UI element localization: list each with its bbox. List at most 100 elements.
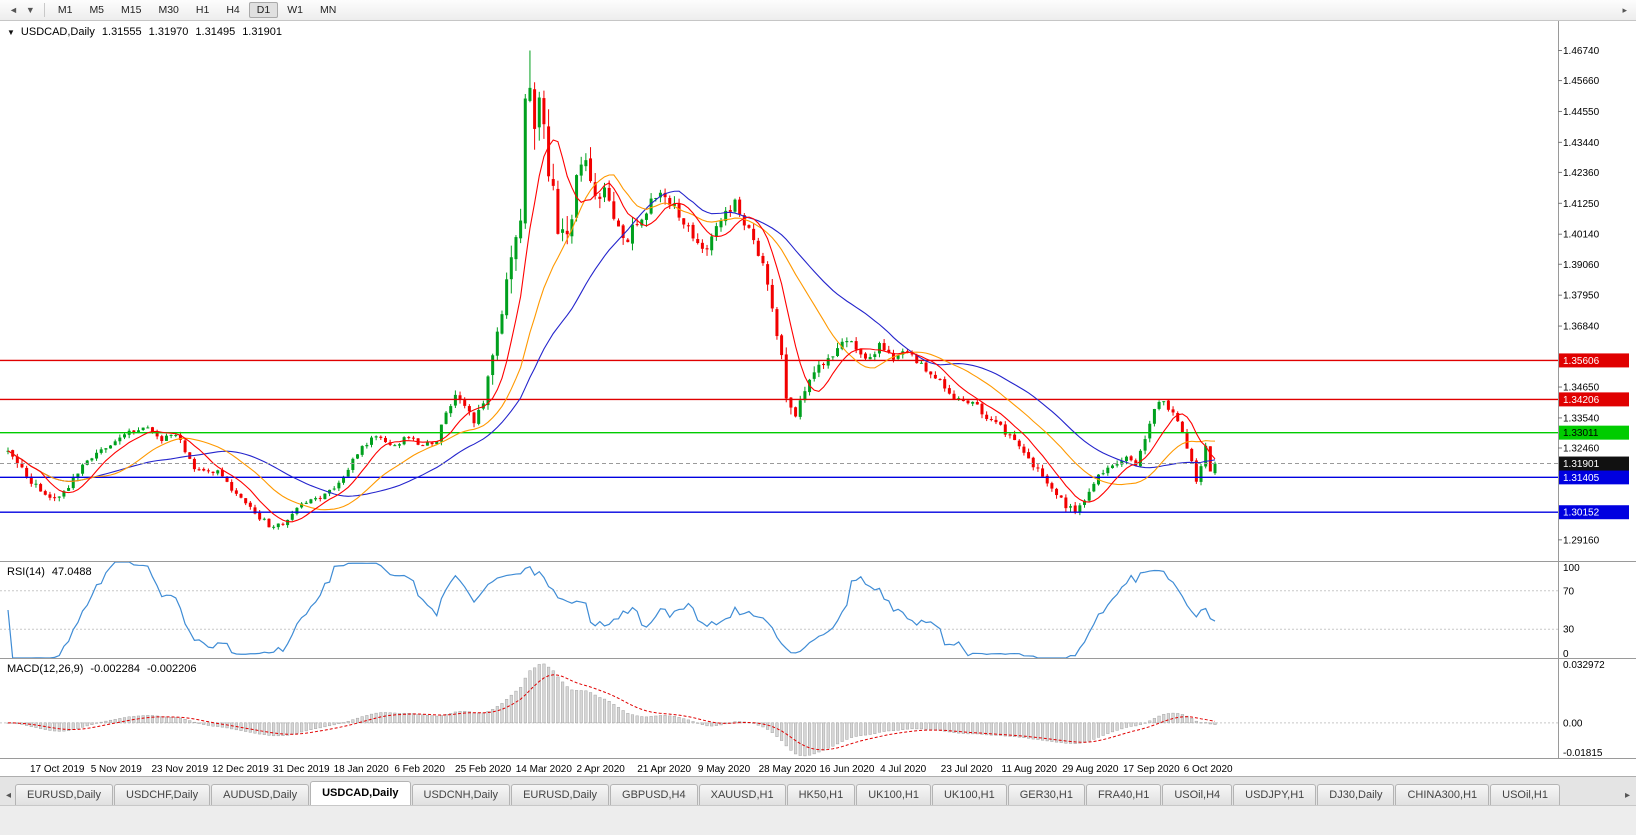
date-axis-label: 23 Jul 2020 bbox=[941, 764, 993, 775]
chart-tab-xauusd-h1[interactable]: XAUUSD,H1 bbox=[698, 784, 786, 805]
timeframe-button-MN[interactable]: MN bbox=[319, 4, 337, 16]
timeframe-button-W1[interactable]: W1 bbox=[287, 4, 303, 16]
timeframe-button-M5[interactable]: M5 bbox=[89, 4, 105, 16]
price-badge: 1.30152 bbox=[1559, 505, 1629, 520]
price-tick-label: 1.42360 bbox=[1563, 168, 1600, 179]
svg-text:1.31405: 1.31405 bbox=[1563, 473, 1600, 484]
chart-tabs: ◂ EURUSD,Daily USDCHF,Daily AUDUSD,Daily US… bbox=[0, 776, 1636, 805]
svg-text:1.30152: 1.30152 bbox=[1563, 508, 1600, 519]
date-axis-label: 4 Jul 2020 bbox=[880, 764, 927, 775]
toolbar: ◄ ▼ M1 M5 M15 M30 H1 H4 D1 W1 MN ▸ bbox=[0, 0, 1636, 21]
rsi-axis-label: 30 bbox=[1563, 625, 1575, 636]
price-chart-canvas[interactable]: 1.46740 1.45660 1.44550 1.43440 1.42360 1.412… bbox=[0, 21, 1636, 776]
chart-tab-usdchf-daily[interactable]: USDCHF,Daily bbox=[114, 784, 211, 805]
date-axis-label: 16 Jun 2020 bbox=[819, 764, 874, 775]
tabs-scroll-left-button[interactable]: ◂ bbox=[6, 790, 12, 801]
price-tick-label: 1.43440 bbox=[1563, 138, 1600, 149]
toolbar-separator bbox=[43, 3, 45, 17]
price-tick-label: 1.34650 bbox=[1563, 383, 1600, 394]
chart-tab-eurusd-daily[interactable]: EURUSD,Daily bbox=[511, 784, 610, 805]
price-tick-label: 1.33540 bbox=[1563, 413, 1600, 424]
candlestick-series bbox=[6, 50, 1217, 530]
rsi-line bbox=[7, 561, 1216, 659]
chart-tabs-list: EURUSD,Daily USDCHF,Daily AUDUSD,Daily USDC… bbox=[15, 781, 1621, 805]
price-tick-label: 1.44550 bbox=[1563, 107, 1600, 118]
status-bar bbox=[0, 805, 1636, 835]
date-axis-label: 6 Oct 2020 bbox=[1184, 764, 1233, 775]
chart-tab-usoil-h4[interactable]: USOil,H4 bbox=[1162, 784, 1233, 805]
chart-tab-dj30-daily[interactable]: DJ30,Daily bbox=[1317, 784, 1395, 805]
date-axis-label: 28 May 2020 bbox=[759, 764, 817, 775]
price-tick-label: 1.37950 bbox=[1563, 291, 1600, 302]
svg-text:1.33011: 1.33011 bbox=[1563, 428, 1599, 439]
macd-panel bbox=[0, 663, 1558, 757]
date-axis-label: 17 Sep 2020 bbox=[1123, 764, 1180, 775]
toolbar-right-icon[interactable]: ▸ bbox=[1622, 4, 1627, 15]
date-axis: 17 Oct 2019 5 Nov 2019 23 Nov 2019 12 Dec 2… bbox=[30, 764, 1233, 775]
rsi-axis-label: 100 bbox=[1563, 563, 1580, 574]
chart-tab-usdcad-daily[interactable]: USDCAD,Daily bbox=[310, 781, 411, 805]
price-tick-label: 1.40140 bbox=[1563, 230, 1600, 241]
date-axis-label: 2 Apr 2020 bbox=[576, 764, 625, 775]
price-tick-label: 1.36840 bbox=[1563, 322, 1600, 333]
macd-axis-label: -0.01815 bbox=[1563, 748, 1603, 759]
panel-separators bbox=[0, 21, 1636, 759]
chart-tab-ger30-h1[interactable]: GER30,H1 bbox=[1007, 784, 1085, 805]
price-axis: 1.46740 1.45660 1.44550 1.43440 1.42360 1.412… bbox=[1558, 46, 1600, 546]
chart-tab-usdjpy-h1[interactable]: USDJPY,H1 bbox=[1233, 784, 1317, 805]
back-arrow-icon[interactable]: ◄ bbox=[9, 5, 18, 15]
date-axis-label: 9 May 2020 bbox=[698, 764, 751, 775]
chart-tab-hk50-h1[interactable]: HK50,H1 bbox=[786, 784, 856, 805]
dropdown-arrow-icon[interactable]: ▼ bbox=[25, 5, 35, 15]
date-axis-label: 23 Nov 2019 bbox=[151, 764, 208, 775]
date-axis-label: 5 Nov 2019 bbox=[91, 764, 143, 775]
timeframe-button-H1[interactable]: H1 bbox=[195, 4, 210, 16]
price-tick-label: 1.41250 bbox=[1563, 199, 1600, 210]
chart-tab-gbpusd-h4[interactable]: GBPUSD,H4 bbox=[610, 784, 698, 805]
chart-area: 1.46740 1.45660 1.44550 1.43440 1.42360 1.412… bbox=[0, 21, 1636, 776]
chart-tab-audusd-daily[interactable]: AUDUSD,Daily bbox=[211, 784, 310, 805]
timeframe-button-M15[interactable]: M15 bbox=[121, 4, 142, 16]
chart-tab-china300-h1[interactable]: CHINA300,H1 bbox=[1395, 784, 1490, 805]
date-axis-label: 12 Dec 2019 bbox=[212, 764, 269, 775]
price-tick-label: 1.46740 bbox=[1563, 46, 1600, 57]
rsi-axis-label: 0 bbox=[1563, 649, 1569, 660]
date-axis-label: 31 Dec 2019 bbox=[273, 764, 330, 775]
date-axis-label: 21 Apr 2020 bbox=[637, 764, 691, 775]
date-axis-label: 18 Jan 2020 bbox=[334, 764, 389, 775]
price-tick-label: 1.29160 bbox=[1563, 535, 1600, 546]
price-badge: 1.34206 bbox=[1559, 392, 1629, 407]
price-tick-label: 1.39060 bbox=[1563, 260, 1600, 271]
chart-tab-fra40-h1[interactable]: FRA40,H1 bbox=[1085, 784, 1162, 805]
chart-tab-usoil-h1[interactable]: USOil,H1 bbox=[1490, 784, 1560, 805]
chart-tab-usdcnh-daily[interactable]: USDCNH,Daily bbox=[411, 784, 511, 805]
chart-tab-eurusd-daily[interactable]: EURUSD,Daily bbox=[15, 784, 113, 805]
timeframe-button-M30[interactable]: M30 bbox=[158, 4, 179, 16]
rsi-panel bbox=[0, 561, 1558, 659]
ma-fast-line bbox=[7, 139, 1216, 523]
svg-text:1.35606: 1.35606 bbox=[1563, 356, 1600, 367]
ma-slow-line bbox=[7, 190, 1216, 497]
price-tick-label: 1.32460 bbox=[1563, 443, 1600, 454]
date-axis-label: 11 Aug 2020 bbox=[1002, 764, 1058, 775]
date-axis-label: 29 Aug 2020 bbox=[1062, 764, 1119, 775]
macd-axis-label: 0.032972 bbox=[1563, 660, 1605, 671]
ma-mid-line bbox=[7, 174, 1216, 511]
price-badge: 1.31405 bbox=[1559, 470, 1629, 485]
date-axis-label: 6 Feb 2020 bbox=[394, 764, 445, 775]
macd-axis-label: 0.00 bbox=[1563, 718, 1583, 729]
rsi-axis-label: 70 bbox=[1563, 586, 1575, 597]
price-badge: 1.31901 bbox=[1559, 456, 1629, 471]
date-axis-label: 17 Oct 2019 bbox=[30, 764, 85, 775]
horizontal-level-lines bbox=[0, 359, 1558, 513]
price-badge: 1.33011 bbox=[1559, 425, 1629, 440]
chart-tab-uk100-h1[interactable]: UK100,H1 bbox=[856, 784, 931, 805]
timeframe-button-H4[interactable]: H4 bbox=[226, 4, 240, 16]
timeframe-button-M1[interactable]: M1 bbox=[57, 4, 73, 16]
tabs-scroll-right-button[interactable]: ▸ bbox=[1624, 790, 1630, 801]
indicator-axis-labels: 100 70 30 00.032972 0.00 -0.01815 bbox=[1563, 563, 1605, 759]
chart-tab-uk100-h1[interactable]: UK100,H1 bbox=[931, 784, 1007, 805]
timeframe-button-D1[interactable]: D1 bbox=[248, 2, 279, 18]
price-tick-label: 1.45660 bbox=[1563, 76, 1600, 87]
